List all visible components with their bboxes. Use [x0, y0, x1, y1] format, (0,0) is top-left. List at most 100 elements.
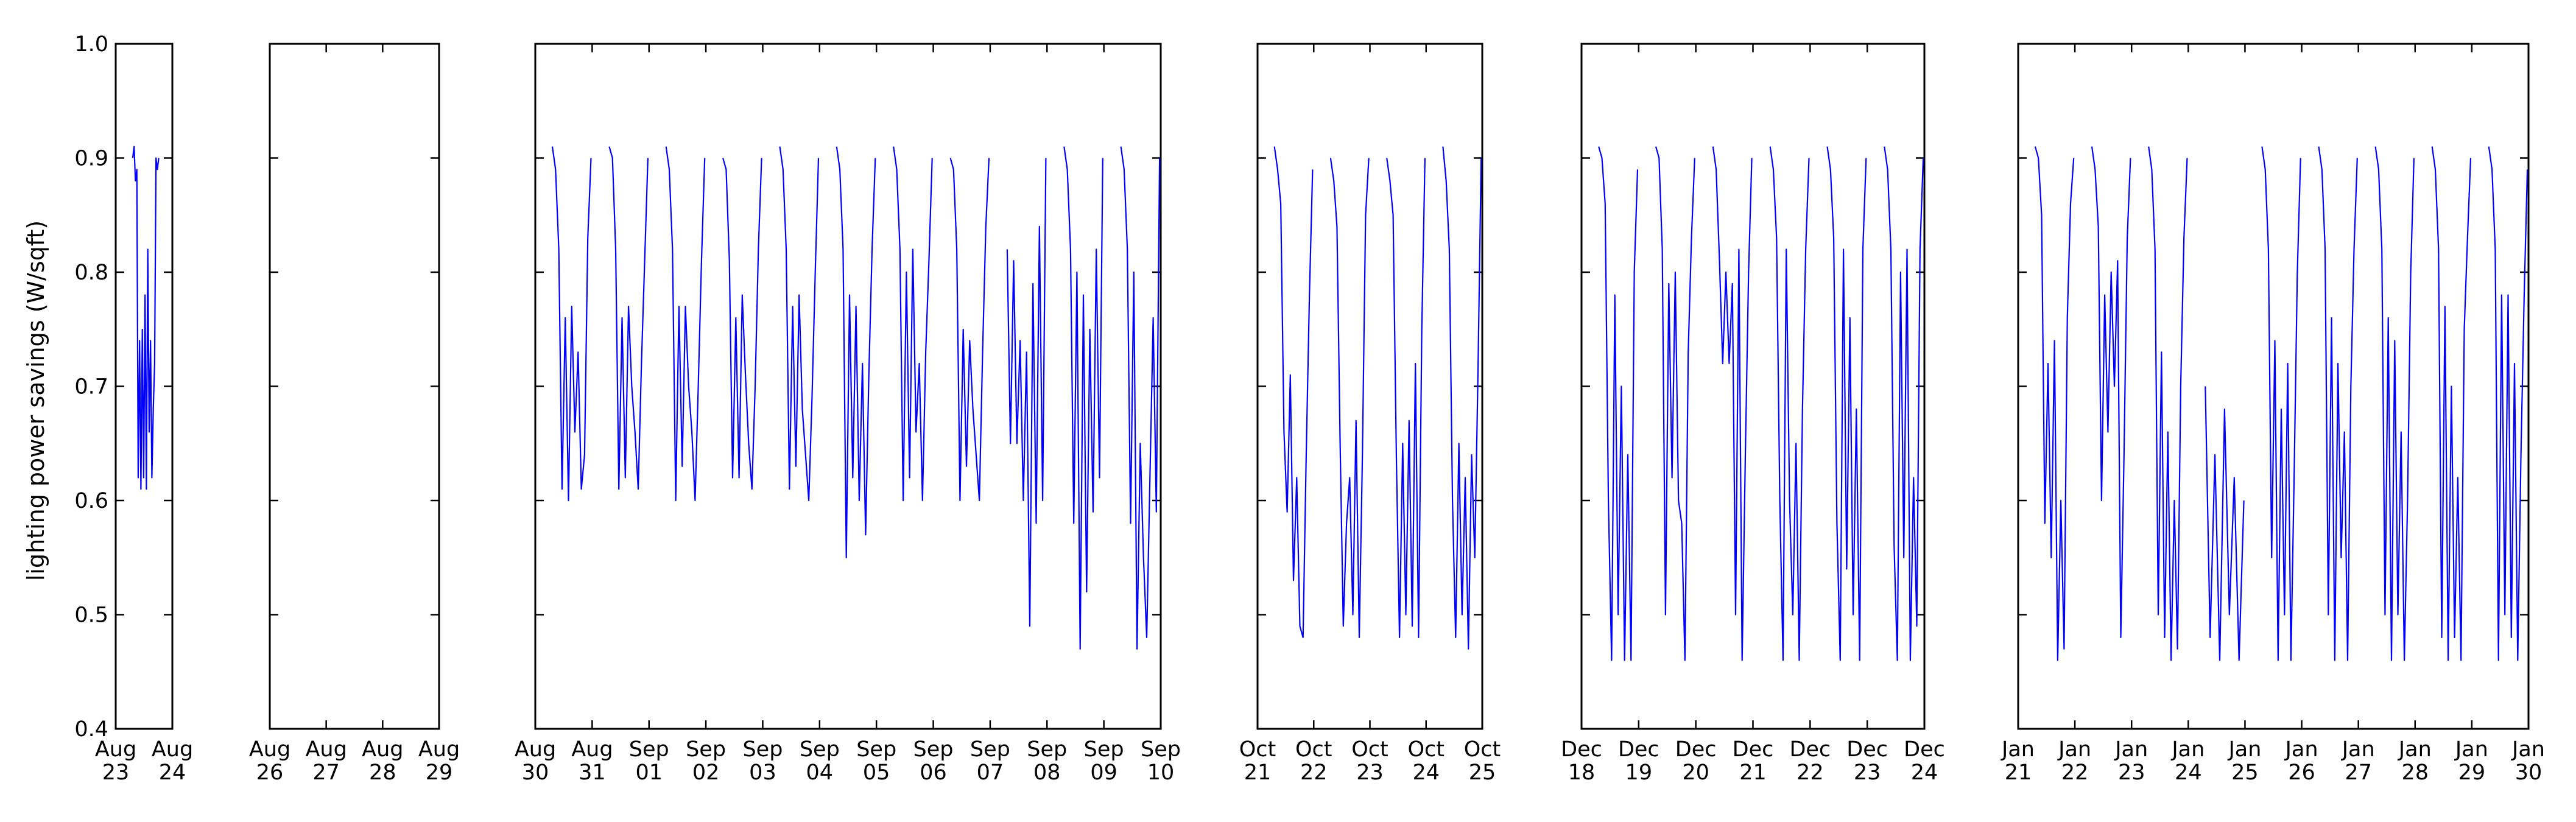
- x-tick-month: Oct: [1464, 737, 1501, 762]
- y-tick-label: 1.0: [74, 32, 108, 57]
- x-tick-month: Jan: [2114, 737, 2148, 762]
- series-line: [1063, 146, 1103, 650]
- x-tick-label: Jan 22: [2057, 737, 2091, 785]
- x-tick-day: 29: [426, 761, 453, 785]
- y-tick-label: 0.7: [74, 375, 108, 399]
- x-tick-month: Sep: [1084, 737, 1124, 762]
- series-line: [1826, 146, 1867, 661]
- y-tick-label: 0.4: [74, 717, 108, 742]
- y-tick-label: 0.5: [74, 603, 108, 628]
- series-line: [665, 146, 706, 502]
- x-tick-day: 07: [977, 761, 1004, 785]
- y-tick-label: 0.6: [74, 489, 108, 513]
- x-tick-month: Sep: [800, 737, 840, 762]
- series-line: [2374, 146, 2415, 661]
- x-tick-day: 29: [2458, 761, 2486, 785]
- x-tick-label: Dec 24: [1904, 737, 1945, 785]
- series-line: [949, 158, 990, 502]
- x-tick-label: Dec 22: [1789, 737, 1831, 785]
- series-line: [893, 146, 933, 502]
- series-line: [1655, 146, 1695, 661]
- x-tick-day: 02: [692, 761, 720, 785]
- x-tick-day: 04: [806, 761, 834, 785]
- x-tick-month: Dec: [1904, 737, 1945, 762]
- x-tick-month: Sep: [913, 737, 954, 762]
- x-tick-month: Jan: [2398, 737, 2432, 762]
- series-line: [836, 146, 876, 558]
- x-tick-label: Jan 30: [2511, 737, 2545, 785]
- series-line: [1386, 158, 1426, 639]
- x-tick-month: Sep: [686, 737, 726, 762]
- x-tick-label: Sep 02: [686, 737, 726, 785]
- x-tick-day: 23: [1356, 761, 1384, 785]
- x-tick-month: Aug: [95, 737, 136, 762]
- x-tick-day: 30: [2515, 761, 2543, 785]
- x-tick-day: 25: [2231, 761, 2259, 785]
- x-tick-month: Aug: [515, 737, 556, 762]
- x-tick-day: 20: [1682, 761, 1709, 785]
- x-tick-label: Jan 23: [2114, 737, 2148, 785]
- x-tick-month: Jan: [2001, 737, 2035, 762]
- x-tick-day: 19: [1625, 761, 1653, 785]
- series-line: [2431, 146, 2472, 661]
- x-tick-label: Aug 30: [515, 737, 556, 785]
- x-tick-label: Oct 23: [1351, 737, 1388, 785]
- x-tick-day: 09: [1090, 761, 1117, 785]
- series-line: [2034, 146, 2075, 661]
- series-line: [779, 146, 820, 502]
- x-tick-label: Aug 24: [152, 737, 193, 785]
- x-tick-day: 24: [1911, 761, 1938, 785]
- series-line: [132, 146, 160, 490]
- series-line: [1273, 146, 1314, 639]
- x-tick-label: Sep 10: [1141, 737, 1181, 785]
- x-tick-label: Jan 27: [2341, 737, 2375, 785]
- x-tick-label: Aug 23: [95, 737, 136, 785]
- series-line: [551, 146, 592, 502]
- x-tick-month: Dec: [1618, 737, 1659, 762]
- x-tick-label: Sep 04: [800, 737, 840, 785]
- x-tick-day: 24: [2175, 761, 2202, 785]
- x-tick-label: Oct 24: [1407, 737, 1445, 785]
- x-tick-month: Oct: [1239, 737, 1276, 762]
- x-tick-month: Sep: [1141, 737, 1181, 762]
- x-tick-day: 10: [1147, 761, 1175, 785]
- series-line: [2261, 146, 2301, 661]
- x-tick-day: 28: [369, 761, 396, 785]
- x-tick-month: Sep: [742, 737, 783, 762]
- series-line: [1006, 158, 1047, 627]
- x-tick-label: Sep 08: [1027, 737, 1067, 785]
- series-line: [1329, 158, 1370, 639]
- x-tick-label: Jan 29: [2454, 737, 2488, 785]
- series-line: [2091, 146, 2131, 639]
- x-tick-month: Jan: [2227, 737, 2261, 762]
- x-tick-day: 08: [1033, 761, 1061, 785]
- x-tick-month: Sep: [1027, 737, 1067, 762]
- x-tick-month: Jan: [2454, 737, 2488, 762]
- y-axis-label: lighting power savings (W/sqft): [23, 220, 49, 581]
- x-tick-month: Aug: [571, 737, 613, 762]
- series-line: [1884, 146, 1924, 661]
- x-tick-day: 30: [522, 761, 549, 785]
- x-tick-day: 24: [1412, 761, 1440, 785]
- x-tick-label: Aug 26: [249, 737, 290, 785]
- x-tick-month: Sep: [970, 737, 1010, 762]
- x-tick-label: Sep 05: [856, 737, 896, 785]
- series-line: [1598, 146, 1639, 661]
- x-tick-label: Dec 19: [1618, 737, 1659, 785]
- series-line: [1712, 146, 1753, 661]
- x-tick-day: 18: [1568, 761, 1596, 785]
- x-tick-label: Aug 27: [305, 737, 347, 785]
- series-line: [2488, 146, 2528, 661]
- x-tick-label: Sep 06: [913, 737, 954, 785]
- x-tick-label: Oct 21: [1239, 737, 1276, 785]
- x-tick-label: Jan 24: [2170, 737, 2205, 785]
- x-tick-label: Aug 31: [571, 737, 613, 785]
- x-tick-day: 22: [2061, 761, 2089, 785]
- x-tick-month: Aug: [249, 737, 290, 762]
- x-tick-month: Dec: [1675, 737, 1717, 762]
- x-tick-label: Jan 28: [2398, 737, 2432, 785]
- x-tick-month: Aug: [362, 737, 403, 762]
